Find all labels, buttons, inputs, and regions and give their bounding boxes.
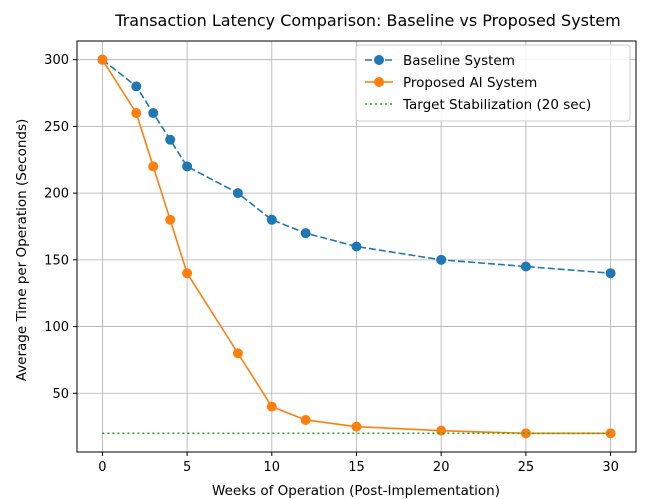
x-tick-label: 30	[602, 460, 619, 475]
data-point	[605, 268, 616, 279]
data-point	[148, 108, 159, 119]
legend-marker	[374, 55, 384, 65]
data-point	[520, 261, 531, 272]
series-line	[101, 59, 611, 435]
x-axis-label: Weeks of Operation (Post-Implementation)	[212, 483, 500, 499]
data-point	[148, 161, 159, 172]
y-tick-label: 300	[44, 53, 69, 68]
y-tick-label: 100	[44, 320, 69, 335]
legend-item: Target Stabilization (20 sec)	[365, 97, 591, 113]
x-tick-label: 15	[348, 460, 365, 475]
data-point	[436, 425, 447, 436]
x-tick-label: 25	[518, 460, 535, 475]
data-point	[605, 428, 616, 439]
data-point	[165, 214, 176, 225]
x-tick-label: 5	[183, 460, 191, 475]
x-tick-label: 10	[264, 460, 281, 475]
data-point	[266, 401, 277, 412]
data-point	[131, 81, 142, 92]
legend-item: Proposed AI System	[365, 75, 537, 91]
y-tick-label: 150	[44, 253, 69, 268]
data-point	[165, 134, 176, 145]
y-axis: 50 100 150 200 250 300	[44, 53, 77, 402]
x-axis: 0 5 10 15 20 25 30	[98, 452, 619, 475]
legend: Baseline System Proposed AI System Target …	[355, 44, 631, 122]
y-tick-label: 200	[44, 187, 69, 202]
chart-title: Transaction Latency Comparison: Baseline…	[114, 11, 620, 30]
legend-marker	[374, 77, 384, 87]
y-tick-label: 250	[44, 120, 69, 135]
legend-label: Baseline System	[403, 53, 515, 69]
data-point	[266, 214, 277, 225]
series-lines	[97, 54, 616, 439]
x-tick-label: 20	[433, 460, 450, 475]
data-point	[131, 108, 142, 119]
series-line	[101, 59, 611, 274]
legend-item: Baseline System	[365, 53, 515, 69]
legend-label: Proposed AI System	[403, 75, 537, 91]
data-point	[436, 254, 447, 265]
x-tick-label: 0	[98, 460, 106, 475]
data-point	[97, 54, 108, 65]
data-point	[351, 421, 362, 432]
data-point	[300, 228, 311, 239]
data-point	[300, 414, 311, 425]
y-axis-label: Average Time per Operation (Seconds)	[14, 119, 30, 382]
data-point	[232, 188, 243, 199]
legend-box	[355, 44, 631, 122]
data-point	[182, 161, 193, 172]
data-point	[182, 268, 193, 279]
legend-label: Target Stabilization (20 sec)	[402, 97, 591, 113]
y-tick-label: 50	[52, 387, 69, 402]
data-point	[232, 348, 243, 359]
data-point	[351, 241, 362, 252]
data-point	[520, 428, 531, 439]
